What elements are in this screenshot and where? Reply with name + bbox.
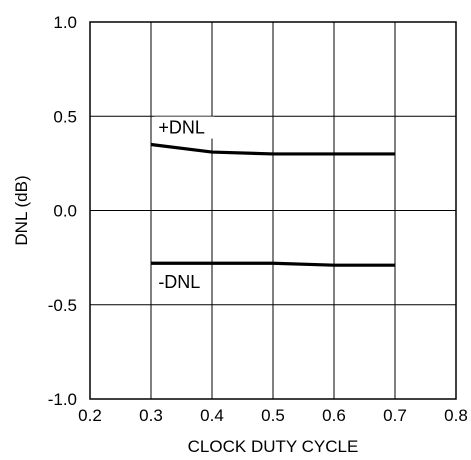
y-tick-label: -1.0: [48, 390, 77, 409]
plot-frame: [89, 21, 457, 400]
x-tick-labels: 0.2 0.3 0.4 0.5 0.6 0.7 0.8: [78, 406, 468, 425]
x-tick-label: 0.8: [444, 406, 468, 425]
y-tick-label: 1.0: [53, 13, 77, 32]
x-tick-label: 0.4: [200, 406, 224, 425]
x-tick-label: 0.6: [322, 406, 346, 425]
y-tick-label: 0.0: [53, 202, 77, 221]
y-axis-title: DNL (dB): [12, 175, 31, 245]
annotation-background: [154, 271, 207, 294]
x-tick-label: 0.3: [139, 406, 163, 425]
series-annotation: -DNL: [158, 272, 200, 292]
annotation-background: [154, 116, 215, 139]
y-tick-label: 0.5: [53, 107, 77, 126]
x-tick-label: 0.7: [383, 406, 407, 425]
series-annotation: +DNL: [158, 118, 205, 138]
y-tick-label: -0.5: [48, 296, 77, 315]
series-group: [150, 142, 395, 267]
x-axis-title: CLOCK DUTY CYCLE: [188, 437, 359, 456]
series-line-plus-dnl: [150, 142, 395, 156]
annotations: +DNL -DNL: [154, 116, 215, 294]
y-tick-labels: 1.0 0.5 0.0 -0.5 -1.0: [48, 13, 77, 409]
series-line-minus-dnl: [151, 261, 395, 267]
grid: [90, 22, 456, 399]
x-tick-label: 0.5: [261, 406, 285, 425]
x-tick-label: 0.2: [78, 406, 102, 425]
